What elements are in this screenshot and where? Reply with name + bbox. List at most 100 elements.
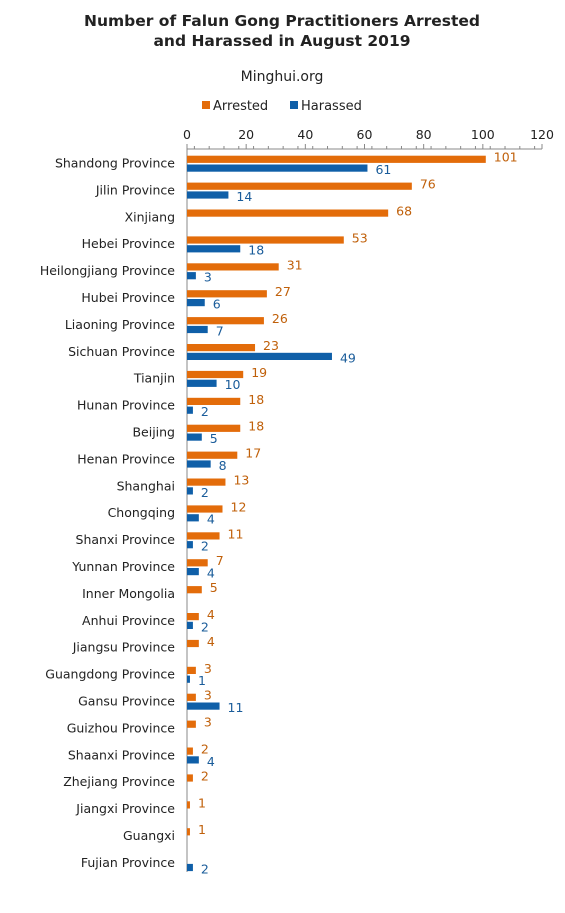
bar-harassed bbox=[187, 460, 211, 468]
bar-arrested bbox=[187, 317, 264, 325]
category-labels: Shandong Province Jilin Province Xinjiang H… bbox=[40, 156, 175, 870]
bar-harassed bbox=[187, 406, 193, 414]
bar-arrested bbox=[187, 182, 412, 190]
category-label: Jilin Province bbox=[95, 182, 175, 197]
category-label: Shaanxi Province bbox=[68, 747, 175, 762]
bar-harassed bbox=[187, 352, 332, 360]
bar-arrested bbox=[187, 451, 238, 459]
bar-harassed bbox=[187, 245, 241, 253]
bar-arrested bbox=[187, 370, 244, 379]
data-label-arrested: 26 bbox=[272, 311, 288, 326]
category-label: Liaoning Province bbox=[65, 317, 175, 332]
bar-harassed bbox=[187, 756, 199, 764]
bar-harassed bbox=[187, 621, 193, 629]
x-tick-label: 0 bbox=[183, 127, 191, 142]
category-label: Hebei Province bbox=[82, 236, 176, 251]
bar-arrested bbox=[187, 209, 389, 217]
category-label: Xinjiang bbox=[125, 209, 175, 224]
x-tick-label: 60 bbox=[357, 127, 373, 142]
data-label-arrested: 18 bbox=[248, 419, 264, 434]
data-label-harassed: 4 bbox=[207, 566, 215, 581]
bar-arrested bbox=[187, 505, 223, 513]
category-label: Guangxi bbox=[123, 828, 175, 843]
bar-arrested bbox=[187, 236, 344, 244]
category-label: Beijing bbox=[132, 425, 175, 440]
bar-arrested bbox=[187, 774, 193, 782]
legend-swatch-arrested bbox=[202, 101, 210, 109]
bar-arrested bbox=[187, 693, 196, 701]
data-label-arrested: 3 bbox=[204, 688, 212, 703]
bar-arrested bbox=[187, 666, 196, 674]
bars bbox=[187, 155, 486, 872]
legend-label-harassed: Harassed bbox=[301, 99, 362, 114]
data-label-arrested: 31 bbox=[287, 257, 303, 272]
bar-arrested bbox=[187, 397, 241, 405]
legend-swatch-harassed bbox=[290, 101, 298, 109]
bar-harassed bbox=[187, 325, 208, 334]
category-label: Hubei Province bbox=[81, 290, 175, 305]
chart-title-line-1: Number of Falun Gong Practitioners Arres… bbox=[84, 12, 480, 30]
data-label-harassed: 4 bbox=[207, 754, 215, 769]
data-label-harassed: 8 bbox=[219, 458, 227, 473]
bar-arrested bbox=[187, 747, 193, 755]
data-label-harassed: 1 bbox=[198, 673, 206, 688]
data-label-harassed: 2 bbox=[201, 485, 209, 500]
legend-label-arrested: Arrested bbox=[213, 99, 268, 114]
category-label: Heilongjiang Province bbox=[40, 263, 175, 278]
bar-arrested bbox=[187, 290, 267, 298]
data-label-harassed: 2 bbox=[201, 619, 209, 634]
chart-subtitle: Minghui.org bbox=[241, 69, 324, 85]
data-label-harassed: 2 bbox=[201, 539, 209, 554]
data-label-harassed: 11 bbox=[228, 700, 244, 715]
data-label-arrested: 68 bbox=[396, 204, 412, 219]
bar-harassed bbox=[187, 863, 193, 872]
data-label-arrested: 4 bbox=[207, 634, 215, 649]
data-label-arrested: 3 bbox=[204, 661, 212, 676]
data-label-harassed: 4 bbox=[207, 512, 215, 527]
category-label: Inner Mongolia bbox=[82, 586, 175, 601]
bar-harassed bbox=[187, 379, 217, 387]
data-label-harassed: 10 bbox=[225, 377, 241, 392]
bar-arrested bbox=[187, 828, 190, 836]
category-label: Sichuan Province bbox=[68, 344, 175, 359]
bar-arrested bbox=[187, 424, 241, 432]
bar-arrested bbox=[187, 155, 486, 163]
x-tick-label: 20 bbox=[238, 127, 254, 142]
category-label: Shanxi Province bbox=[76, 532, 176, 547]
data-label-harassed: 2 bbox=[201, 861, 209, 876]
data-label-arrested: 5 bbox=[210, 580, 218, 595]
data-label-arrested: 12 bbox=[231, 499, 247, 514]
bar-harassed bbox=[187, 164, 368, 172]
data-label-harassed: 3 bbox=[204, 270, 212, 285]
data-label-arrested: 1 bbox=[198, 795, 206, 810]
bar-arrested bbox=[187, 720, 196, 728]
bar-arrested bbox=[187, 801, 190, 809]
data-label-harassed: 14 bbox=[236, 189, 252, 204]
x-tick-label: 100 bbox=[471, 127, 495, 142]
category-label: Zhejiang Province bbox=[63, 774, 175, 789]
bar-harassed bbox=[187, 487, 193, 495]
data-label-arrested: 19 bbox=[251, 365, 267, 380]
category-label: Anhui Province bbox=[82, 613, 175, 628]
bar-arrested bbox=[187, 613, 199, 621]
data-label-arrested: 13 bbox=[233, 473, 249, 488]
bar-arrested bbox=[187, 532, 220, 540]
bar-arrested bbox=[187, 559, 208, 567]
bar-harassed bbox=[187, 702, 220, 710]
data-label-arrested: 101 bbox=[494, 150, 518, 165]
data-label-harassed: 61 bbox=[375, 162, 391, 177]
bar-harassed bbox=[187, 272, 196, 280]
bar-harassed bbox=[187, 568, 199, 576]
category-label: Fujian Province bbox=[81, 855, 175, 870]
data-label-arrested: 2 bbox=[201, 742, 209, 757]
category-label: Jiangsu Province bbox=[72, 640, 176, 655]
bar-harassed bbox=[187, 433, 202, 441]
data-label-harassed: 5 bbox=[210, 431, 218, 446]
x-tick-label: 80 bbox=[416, 127, 432, 142]
category-label: Chongqing bbox=[108, 505, 175, 520]
data-label-arrested: 18 bbox=[248, 392, 264, 407]
bar-harassed bbox=[187, 299, 205, 307]
x-tick-label: 40 bbox=[297, 127, 313, 142]
data-label-arrested: 27 bbox=[275, 284, 291, 299]
